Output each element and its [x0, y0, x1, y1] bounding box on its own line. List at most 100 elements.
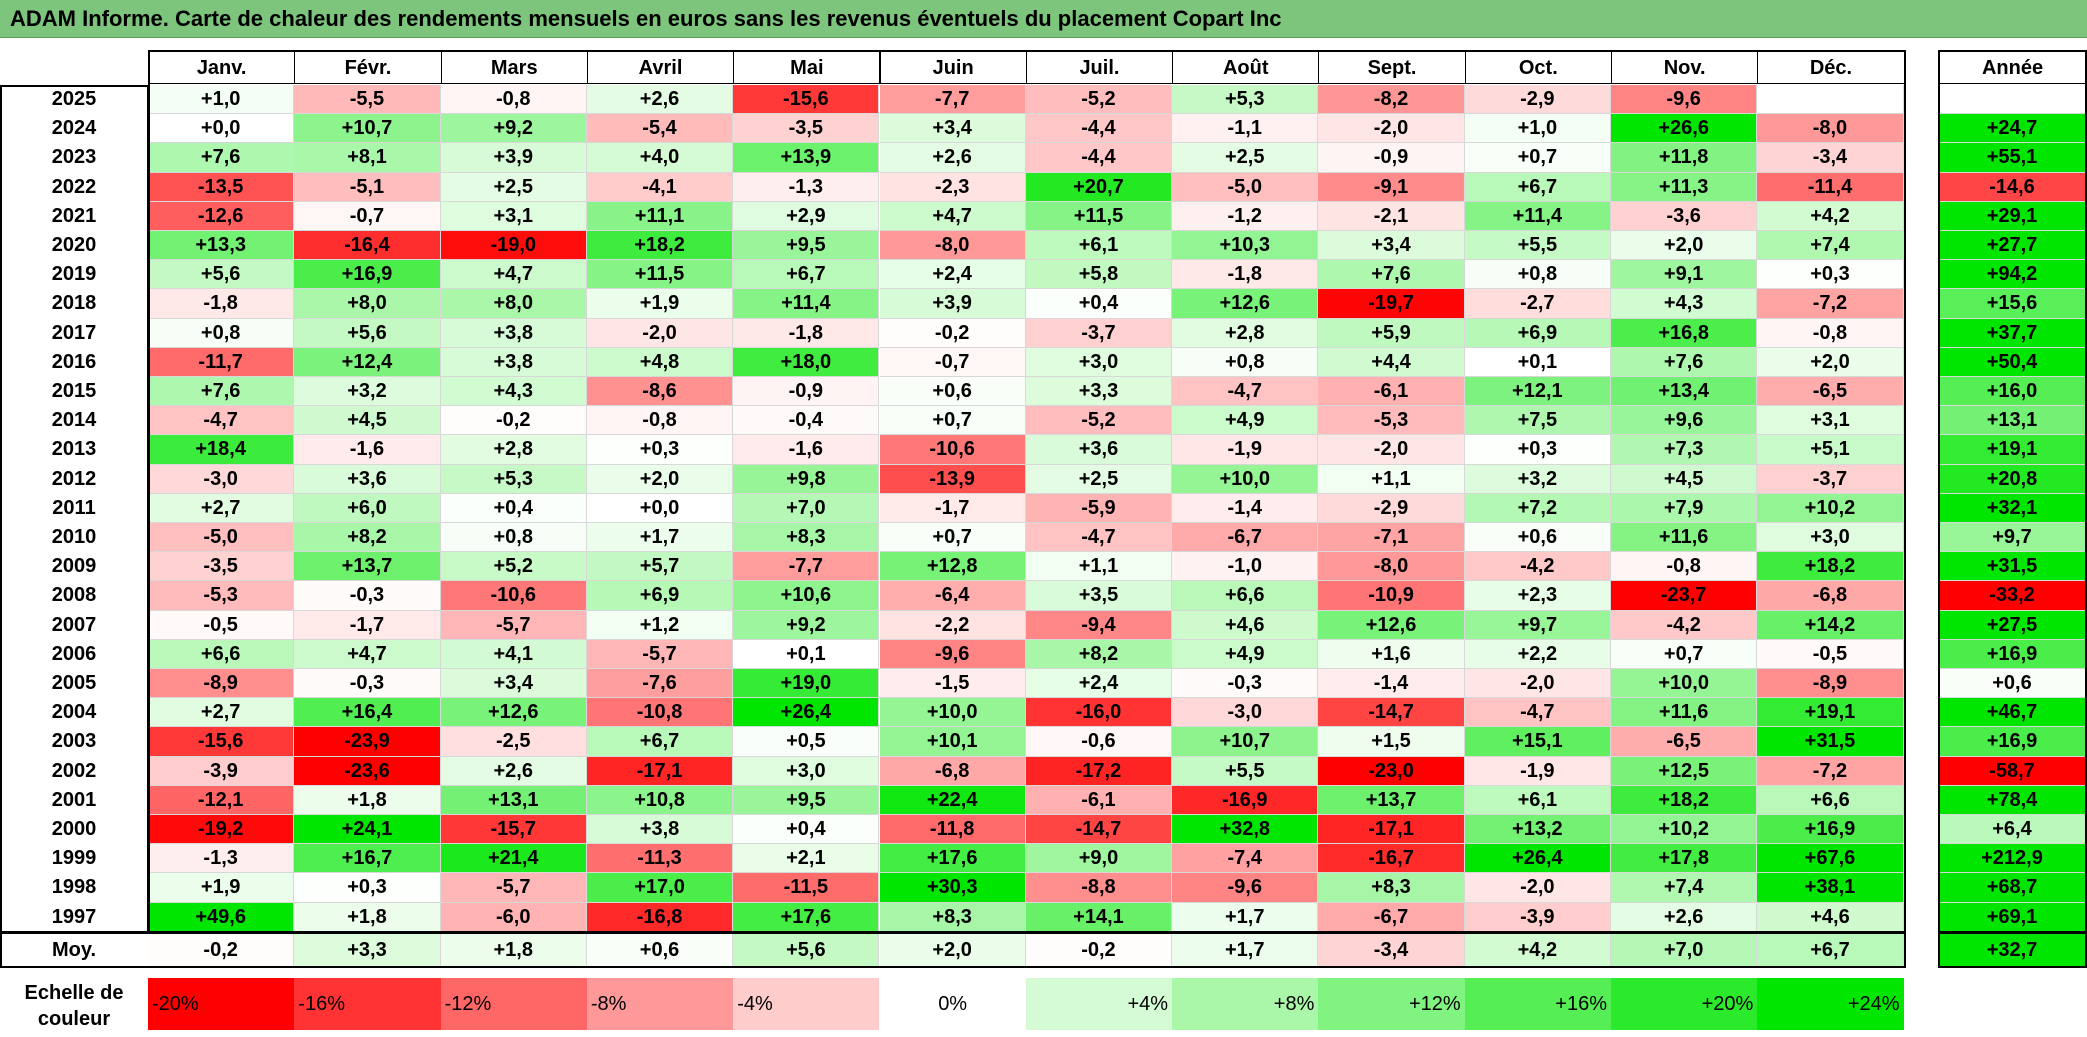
heatmap-cell: +6,6	[1757, 785, 1904, 815]
heatmap-cell: +0,6	[879, 377, 1026, 407]
year-label: 2016	[51, 350, 97, 373]
heatmap-cell: +0,8	[1172, 347, 1319, 377]
heatmap-cell: +12,8	[879, 552, 1026, 582]
year-label: 2017	[51, 321, 97, 344]
heatmap-cell: -9,6	[879, 639, 1026, 669]
heatmap-cell: -2,0	[1318, 114, 1465, 144]
heatmap-cell: +2,4	[1025, 669, 1173, 699]
column-header: Mai	[733, 50, 881, 84]
heatmap-cell: +6,0	[294, 493, 441, 523]
annual-cell: -58,7	[1938, 756, 2087, 786]
heatmap-cell: -9,6	[1611, 85, 1758, 115]
heatmap-cell: +3,3	[1025, 377, 1173, 407]
heatmap-cell: -10,6	[440, 581, 587, 611]
average-cell: -3,4	[1318, 932, 1465, 968]
annual-cell: +94,2	[1938, 260, 2087, 290]
year-label: 2004	[51, 701, 97, 724]
heatmap-cell: +0,3	[586, 435, 734, 465]
heatmap-cell: +8,1	[294, 143, 441, 173]
heatmap-cell: -11,4	[1757, 172, 1904, 202]
heatmap-cell: -15,6	[148, 727, 295, 757]
heatmap-cell: +1,5	[1318, 727, 1465, 757]
heatmap-cell: +4,5	[1611, 464, 1758, 494]
heatmap-cell: -0,8	[586, 406, 734, 436]
year-label: 2024	[51, 117, 97, 140]
heatmap-cell: +19,0	[733, 669, 880, 699]
heatmap-cell: +2,0	[586, 464, 734, 494]
heatmap-cell: +7,5	[1464, 406, 1611, 436]
heatmap-cell: +4,1	[440, 639, 587, 669]
heatmap-cell: -5,7	[440, 873, 587, 903]
year-label: 2015	[51, 380, 97, 402]
heatmap-cell: +2,5	[1025, 464, 1173, 494]
heatmap-cell: +5,7	[586, 552, 734, 582]
heatmap-cell: -0,7	[879, 347, 1026, 377]
heatmap-cell: +10,6	[733, 581, 880, 611]
heatmap-cell: +5,9	[1318, 318, 1465, 348]
heatmap-cell: -5,7	[586, 639, 734, 669]
heatmap-cell: +67,6	[1757, 844, 1904, 874]
heatmap-cell: +10,1	[879, 727, 1026, 757]
year-label: 2019	[51, 263, 97, 286]
heatmap-cell: -1,3	[148, 844, 295, 874]
column-header: Oct.	[1464, 50, 1612, 84]
heatmap-cell: +12,5	[1611, 756, 1758, 786]
heatmap-cell: +0,7	[1464, 143, 1611, 173]
heatmap-cell: -15,6	[733, 85, 880, 115]
heatmap-cell: +8,3	[879, 902, 1026, 932]
heatmap-cell: +5,2	[440, 552, 587, 582]
heatmap-cell: +38,1	[1757, 873, 1904, 903]
heatmap-cell: +11,6	[1611, 523, 1758, 553]
heatmap-cell: +0,5	[733, 727, 880, 757]
heatmap-cell: -5,0	[148, 523, 295, 553]
color-scale-step: -20%	[148, 978, 295, 1030]
heatmap-cell: +3,8	[440, 347, 587, 377]
heatmap-cell: +2,6	[586, 85, 734, 115]
heatmap-cell: -4,7	[1025, 523, 1173, 553]
heatmap-cell: +12,6	[1318, 610, 1465, 640]
heatmap-cell: +7,6	[148, 377, 295, 407]
heatmap-cell: -1,5	[879, 669, 1026, 699]
year-label: 2025	[51, 88, 97, 110]
heatmap-cell: +13,3	[148, 231, 295, 261]
heatmap-cell: +7,6	[1611, 347, 1758, 377]
heatmap-cell: -0,7	[294, 201, 441, 231]
heatmap-cell: -13,5	[148, 172, 295, 202]
heatmap-cell: -11,5	[733, 873, 880, 903]
heatmap-cell: +11,4	[1464, 201, 1611, 231]
heatmap-cell: +24,1	[294, 815, 441, 845]
heatmap-cell: +16,7	[294, 844, 441, 874]
heatmap-cell: -8,0	[1318, 552, 1465, 582]
heatmap-cell: -1,2	[1172, 201, 1319, 231]
heatmap-cell: +3,0	[1025, 347, 1173, 377]
year-label: 2020	[51, 234, 97, 256]
heatmap-cell: -0,8	[1611, 552, 1758, 582]
heatmap-cell: +1,1	[1318, 464, 1465, 494]
heatmap-cell: +1,2	[586, 610, 734, 640]
heatmap-cell: +16,8	[1611, 318, 1758, 348]
heatmap-cell: -2,5	[440, 727, 587, 757]
average-cell: +7,0	[1611, 932, 1758, 968]
column-header: Sept.	[1318, 50, 1466, 84]
heatmap-cell: -5,5	[294, 85, 441, 115]
heatmap-cell: +4,9	[1172, 639, 1319, 669]
heatmap-cell: -3,5	[148, 552, 295, 582]
average-cell: +5,6	[733, 932, 880, 968]
heatmap-cell: -4,7	[148, 406, 295, 436]
heatmap-cell: -19,0	[440, 231, 587, 261]
annual-cell	[1938, 85, 2087, 115]
heatmap-cell: +4,6	[1172, 610, 1319, 640]
heatmap-cell: +1,9	[586, 289, 734, 319]
heatmap-cell: +2,6	[1611, 902, 1758, 932]
heatmap-cell: -6,1	[1318, 377, 1465, 407]
annual-cell: +32,1	[1938, 493, 2087, 523]
heatmap-cell: +26,6	[1611, 114, 1758, 144]
heatmap-cell: -11,3	[586, 844, 734, 874]
heatmap-cell: -2,7	[1464, 289, 1611, 319]
heatmap-cell: -0,5	[1757, 639, 1904, 669]
annual-cell: +68,7	[1938, 873, 2087, 903]
average-annual-cell: +32,7	[1938, 932, 2087, 968]
heatmap-cell: +21,4	[440, 844, 587, 874]
heatmap-cell: +3,2	[294, 377, 441, 407]
